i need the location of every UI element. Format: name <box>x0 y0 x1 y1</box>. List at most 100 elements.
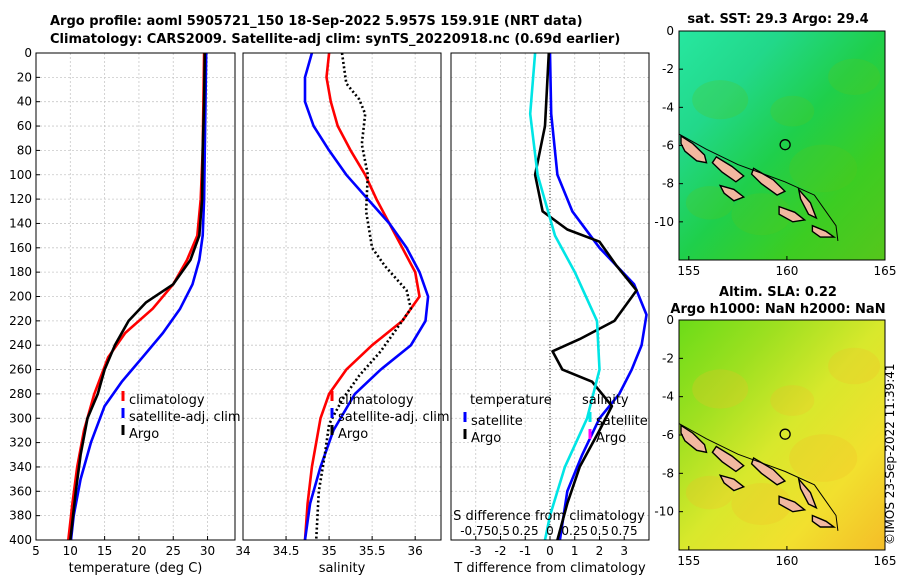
x-tick-label: 34.5 <box>273 544 300 558</box>
y-tick-label: 80 <box>17 143 32 157</box>
field-patch <box>789 144 858 193</box>
y-tick-label: -2 <box>662 62 674 76</box>
island <box>778 205 807 223</box>
legend-label: Argo <box>338 427 368 442</box>
y-tick-label: -4 <box>662 100 674 114</box>
island <box>811 514 837 528</box>
series-argo <box>314 52 413 541</box>
field-patch <box>685 185 734 220</box>
x-tick-label: 25 <box>166 544 181 558</box>
series-climatology <box>303 52 421 541</box>
island <box>711 155 745 183</box>
legend-label: satellite <box>596 414 648 429</box>
y-tick-label: 260 <box>9 363 32 377</box>
y-tick-label: -10 <box>654 215 674 229</box>
x-tick-label: 2 <box>596 544 604 558</box>
map-title: sat. SST: 29.3 Argo: 29.4 <box>687 12 868 27</box>
field-patch <box>685 475 734 510</box>
map-subtitle: Argo h1000: NaN h2000: NaN <box>670 302 885 317</box>
x-tick-label: 35.5 <box>359 544 386 558</box>
map-field <box>679 31 885 260</box>
y-tick-label: 240 <box>9 338 32 352</box>
legend-label: satellite-adj. clim <box>129 410 241 425</box>
y-tick-label: 20 <box>17 70 32 84</box>
chart-title-line1: Argo profile: aoml 5905721_150 18-Sep-20… <box>50 14 583 29</box>
x-tick-label: 15 <box>97 544 112 558</box>
y-tick-label: 320 <box>9 436 32 450</box>
y-tick-label: 60 <box>17 119 32 133</box>
island <box>797 186 818 220</box>
y-tick-label: -6 <box>662 428 674 442</box>
island <box>718 184 746 202</box>
y-tick-label: 100 <box>9 168 32 182</box>
y-tick-label: -2 <box>662 351 674 365</box>
y-tick-label: 120 <box>9 192 32 206</box>
y-tick-label: 0 <box>666 313 674 327</box>
island <box>718 474 746 492</box>
field-patch <box>828 347 881 385</box>
x-tick-label: 5 <box>32 544 40 558</box>
x-tick-label: -2 <box>495 544 507 558</box>
y-tick-label: 0 <box>24 46 32 60</box>
legend-title: salinity <box>582 393 629 408</box>
legend-label: satellite-adj. clim <box>338 410 450 425</box>
x-tick-label: 155 <box>677 554 700 568</box>
series-t-satellite <box>548 52 648 541</box>
y-tick-label: 280 <box>9 387 32 401</box>
x-tick-label: 0 <box>546 544 554 558</box>
s-tick-label: 0.25 <box>512 524 539 538</box>
panel-temp: 5 10 15 20 25 30 temperature (deg C) 0 20 40 60 80 1… <box>9 46 241 576</box>
legend-label: Argo <box>596 431 626 446</box>
x-tick-label: 35 <box>321 544 336 558</box>
legend-label: satellite <box>471 414 523 429</box>
map-field <box>679 320 885 550</box>
panel-diff: -3 -2 -1 0 1 2 3 T difference from climatology S… <box>450 52 650 576</box>
x-axis-label: temperature (deg C) <box>69 561 203 576</box>
s-axis-label: S difference from climatology <box>453 509 645 524</box>
x-tick-label: -1 <box>519 544 531 558</box>
y-tick-label: 380 <box>9 509 32 523</box>
series-satellite-adj-clim <box>69 52 208 541</box>
chart-title-line2: Climatology: CARS2009. Satellite-adj cli… <box>50 32 621 47</box>
y-tick-label: -4 <box>662 390 674 404</box>
x-tick-label: 160 <box>775 554 798 568</box>
s-tick-label: 0.25 <box>561 524 588 538</box>
field-patch <box>789 434 858 482</box>
x-tick-label: 36 <box>408 544 423 558</box>
y-tick-label: 400 <box>9 533 32 547</box>
x-tick-label: 30 <box>200 544 215 558</box>
x-axis-label: T difference from climatology <box>453 561 646 576</box>
map-sla_map: 155 160 165 0 -2 -4 -6 -8 -10 Altim. SLA: 0.22 Arg… <box>654 285 896 568</box>
y-tick-label: 340 <box>9 460 32 474</box>
x-tick-label: 34 <box>235 544 250 558</box>
field-patch <box>731 193 792 236</box>
x-tick-label: 165 <box>874 554 897 568</box>
series-s-satellite <box>528 52 601 541</box>
map-sst_map: 155 160 165 0 -2 -4 -6 -8 -10 sat. SST: 29.3 Argo… <box>654 12 896 278</box>
x-tick-label: 3 <box>620 544 628 558</box>
island <box>778 495 807 513</box>
s-tick-label: -0.75 <box>460 524 491 538</box>
y-tick-label: 220 <box>9 314 32 328</box>
y-tick-label: 40 <box>17 95 32 109</box>
s-tick-label: 0.5 <box>491 524 510 538</box>
y-tick-label: 160 <box>9 241 32 255</box>
legend-title: temperature <box>470 393 552 408</box>
legend-label: climatology <box>338 393 414 408</box>
x-tick-label: -3 <box>470 544 482 558</box>
y-tick-label: -8 <box>662 466 674 480</box>
island <box>680 134 708 164</box>
plot-frame <box>242 52 442 541</box>
x-tick-label: 1 <box>571 544 579 558</box>
x-tick-label: 165 <box>874 264 897 278</box>
s-tick-label: 0.5 <box>590 524 609 538</box>
x-tick-label: 20 <box>131 544 146 558</box>
legend-label: Argo <box>471 431 501 446</box>
coastline <box>678 133 839 241</box>
field-patch <box>770 95 815 127</box>
legend-label: climatology <box>129 393 205 408</box>
field-patch <box>770 385 815 416</box>
island <box>750 167 787 196</box>
y-tick-label: -6 <box>662 139 674 153</box>
